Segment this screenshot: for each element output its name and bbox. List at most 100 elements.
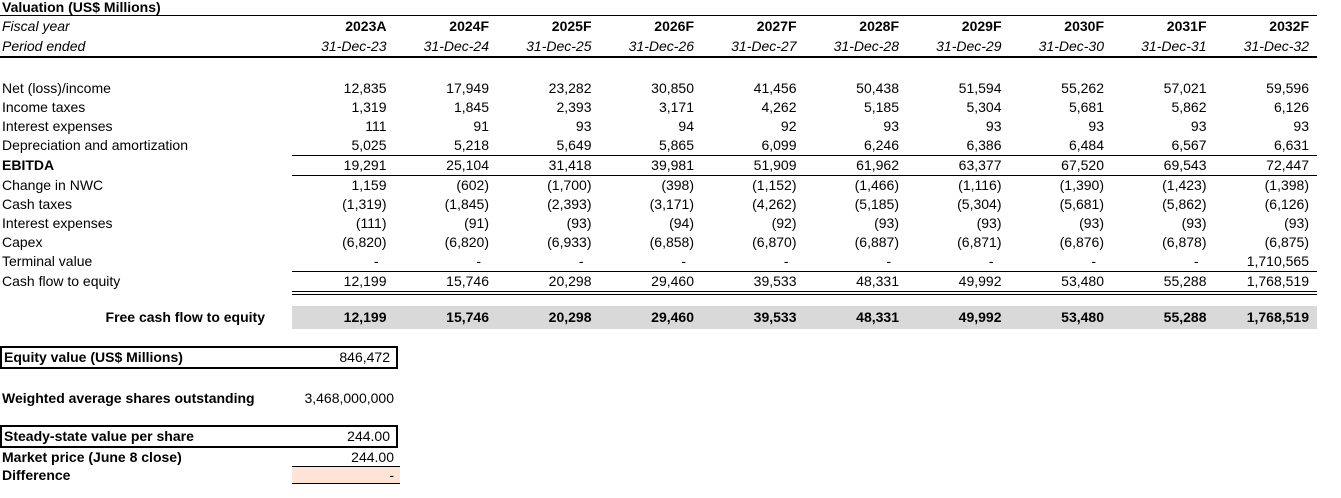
value-cell[interactable]: (6,820) (342, 234, 387, 250)
value-cell[interactable]: 5,218 (453, 137, 489, 153)
value-cell[interactable]: 1,710,565 (1246, 253, 1309, 269)
page-title[interactable]: Valuation (US$ Millions) (2, 0, 161, 15)
value-cell[interactable]: (6,878) (1162, 234, 1207, 250)
period-ended-cell[interactable]: 31-Dec-31 (1141, 38, 1207, 54)
value-cell[interactable]: 29,460 (651, 273, 694, 289)
value-cell[interactable]: 49,992 (958, 273, 1002, 289)
value-cell[interactable]: (1,398) (1264, 177, 1309, 193)
fcfe-value-cell[interactable]: 15,746 (446, 309, 489, 325)
value-cell[interactable]: 12,835 (343, 80, 387, 96)
value-cell[interactable]: 57,021 (1163, 80, 1207, 96)
value-cell[interactable]: - (988, 253, 994, 269)
value-cell[interactable]: 50,438 (856, 80, 899, 96)
row-label[interactable]: Change in NWC (2, 177, 104, 193)
fiscal-year-cell[interactable]: 2030F (1064, 18, 1104, 34)
value-cell[interactable]: 6,386 (966, 137, 1002, 153)
row-label[interactable]: Cash flow to equity (2, 273, 121, 289)
value-cell[interactable]: 55,288 (1163, 273, 1207, 289)
value-cell[interactable]: 93 (883, 118, 899, 134)
value-cell[interactable]: - (1193, 253, 1199, 269)
value-cell[interactable]: (1,700) (547, 177, 592, 193)
value-cell[interactable]: (4,262) (752, 196, 797, 212)
value-cell[interactable]: 67,520 (1061, 157, 1104, 173)
value-cell[interactable]: (6,126) (1264, 196, 1309, 212)
fiscal-year-cell[interactable]: 2031F (1166, 18, 1207, 34)
equity-value-label[interactable]: Equity value (US$ Millions) (4, 349, 183, 365)
value-cell[interactable]: - (886, 253, 891, 269)
value-cell[interactable]: (1,423) (1162, 177, 1207, 193)
value-cell[interactable]: 15,746 (446, 273, 489, 289)
value-cell[interactable]: 5,304 (966, 99, 1002, 115)
value-cell[interactable]: (3,171) (649, 196, 694, 212)
row-label[interactable]: Terminal value (2, 253, 93, 269)
value-cell[interactable]: (1,466) (854, 177, 899, 193)
value-cell[interactable]: (2,393) (547, 196, 592, 212)
fiscal-year-cell[interactable]: 2025F (551, 18, 592, 34)
fcfe-value-cell[interactable]: 39,533 (753, 309, 797, 325)
value-cell[interactable]: (1,116) (958, 177, 1002, 193)
value-cell[interactable]: 48,331 (856, 273, 899, 289)
value-cell[interactable]: 5,649 (556, 137, 592, 153)
fiscal-year-cell[interactable]: 2028F (859, 18, 899, 34)
value-cell[interactable]: - (476, 253, 481, 269)
value-cell[interactable]: (1,152) (752, 177, 797, 193)
value-cell[interactable]: 93 (1088, 118, 1104, 134)
value-cell[interactable]: - (783, 253, 789, 269)
period-ended-label[interactable]: Period ended (2, 38, 86, 54)
value-cell[interactable]: (94) (669, 215, 694, 231)
value-cell[interactable]: 5,025 (351, 137, 387, 153)
value-cell[interactable]: 94 (678, 118, 694, 134)
value-cell[interactable]: 91 (473, 118, 489, 134)
value-cell[interactable]: (93) (874, 215, 899, 231)
shares-outstanding-value[interactable]: 3,468,000,000 (304, 390, 394, 406)
value-cell[interactable]: (93) (1181, 215, 1207, 231)
value-cell[interactable]: 41,456 (753, 80, 797, 96)
value-cell[interactable]: (6,887) (854, 234, 899, 250)
value-cell[interactable]: 72,447 (1266, 157, 1309, 173)
value-cell[interactable]: 30,850 (651, 80, 694, 96)
value-cell[interactable]: (93) (566, 215, 592, 231)
value-cell[interactable]: 1,845 (453, 99, 489, 115)
value-cell[interactable]: (5,681) (1059, 196, 1104, 212)
value-cell[interactable]: (5,862) (1162, 196, 1207, 212)
value-cell[interactable]: (6,875) (1264, 234, 1309, 250)
value-cell[interactable]: 61,962 (856, 157, 899, 173)
value-cell[interactable]: 6,099 (761, 137, 797, 153)
value-cell[interactable]: 39,533 (753, 273, 797, 289)
period-ended-cell[interactable]: 31-Dec-32 (1243, 38, 1309, 54)
value-cell[interactable]: (1,845) (444, 196, 489, 212)
difference-value[interactable]: - (292, 467, 400, 484)
value-cell[interactable]: (93) (976, 215, 1002, 231)
fcfe-value-cell[interactable]: 1,768,519 (1246, 309, 1309, 325)
period-ended-cell[interactable]: 31-Dec-28 (833, 38, 899, 54)
fiscal-year-cell[interactable]: 2023A (345, 18, 387, 34)
fiscal-year-cell[interactable]: 2032F (1269, 18, 1309, 34)
value-cell[interactable]: 5,185 (863, 99, 899, 115)
value-cell[interactable]: (111) (355, 215, 387, 231)
value-cell[interactable]: 1,159 (351, 177, 387, 193)
steady-state-value[interactable]: 244.00 (347, 428, 390, 444)
value-cell[interactable]: 6,484 (1068, 137, 1104, 153)
fiscal-year-cell[interactable]: 2024F (449, 18, 489, 34)
value-cell[interactable]: 4,262 (761, 99, 797, 115)
market-price-label[interactable]: Market price (June 8 close) (2, 449, 182, 465)
fcfe-label[interactable]: Free cash flow to equity (105, 309, 265, 325)
value-cell[interactable]: 12,199 (343, 273, 387, 289)
value-cell[interactable]: (5,185) (854, 196, 899, 212)
value-cell[interactable]: (6,933) (547, 234, 592, 250)
fcfe-value-cell[interactable]: 53,480 (1061, 309, 1104, 325)
value-cell[interactable]: 51,594 (958, 80, 1002, 96)
period-ended-cell[interactable]: 31-Dec-27 (731, 38, 797, 54)
value-cell[interactable]: 2,393 (556, 99, 592, 115)
period-ended-cell[interactable]: 31-Dec-23 (321, 38, 387, 54)
value-cell[interactable]: 93 (1293, 118, 1309, 134)
row-label[interactable]: Capex (2, 234, 43, 250)
value-cell[interactable]: 19,291 (343, 157, 387, 173)
value-cell[interactable]: 93 (985, 118, 1002, 134)
value-cell[interactable]: (93) (1284, 215, 1309, 231)
value-cell[interactable]: 17,949 (446, 80, 489, 96)
value-cell[interactable]: 1,768,519 (1246, 273, 1309, 289)
difference-label[interactable]: Difference (2, 467, 71, 483)
value-cell[interactable]: 6,126 (1273, 99, 1309, 115)
row-label[interactable]: Income taxes (2, 99, 86, 115)
